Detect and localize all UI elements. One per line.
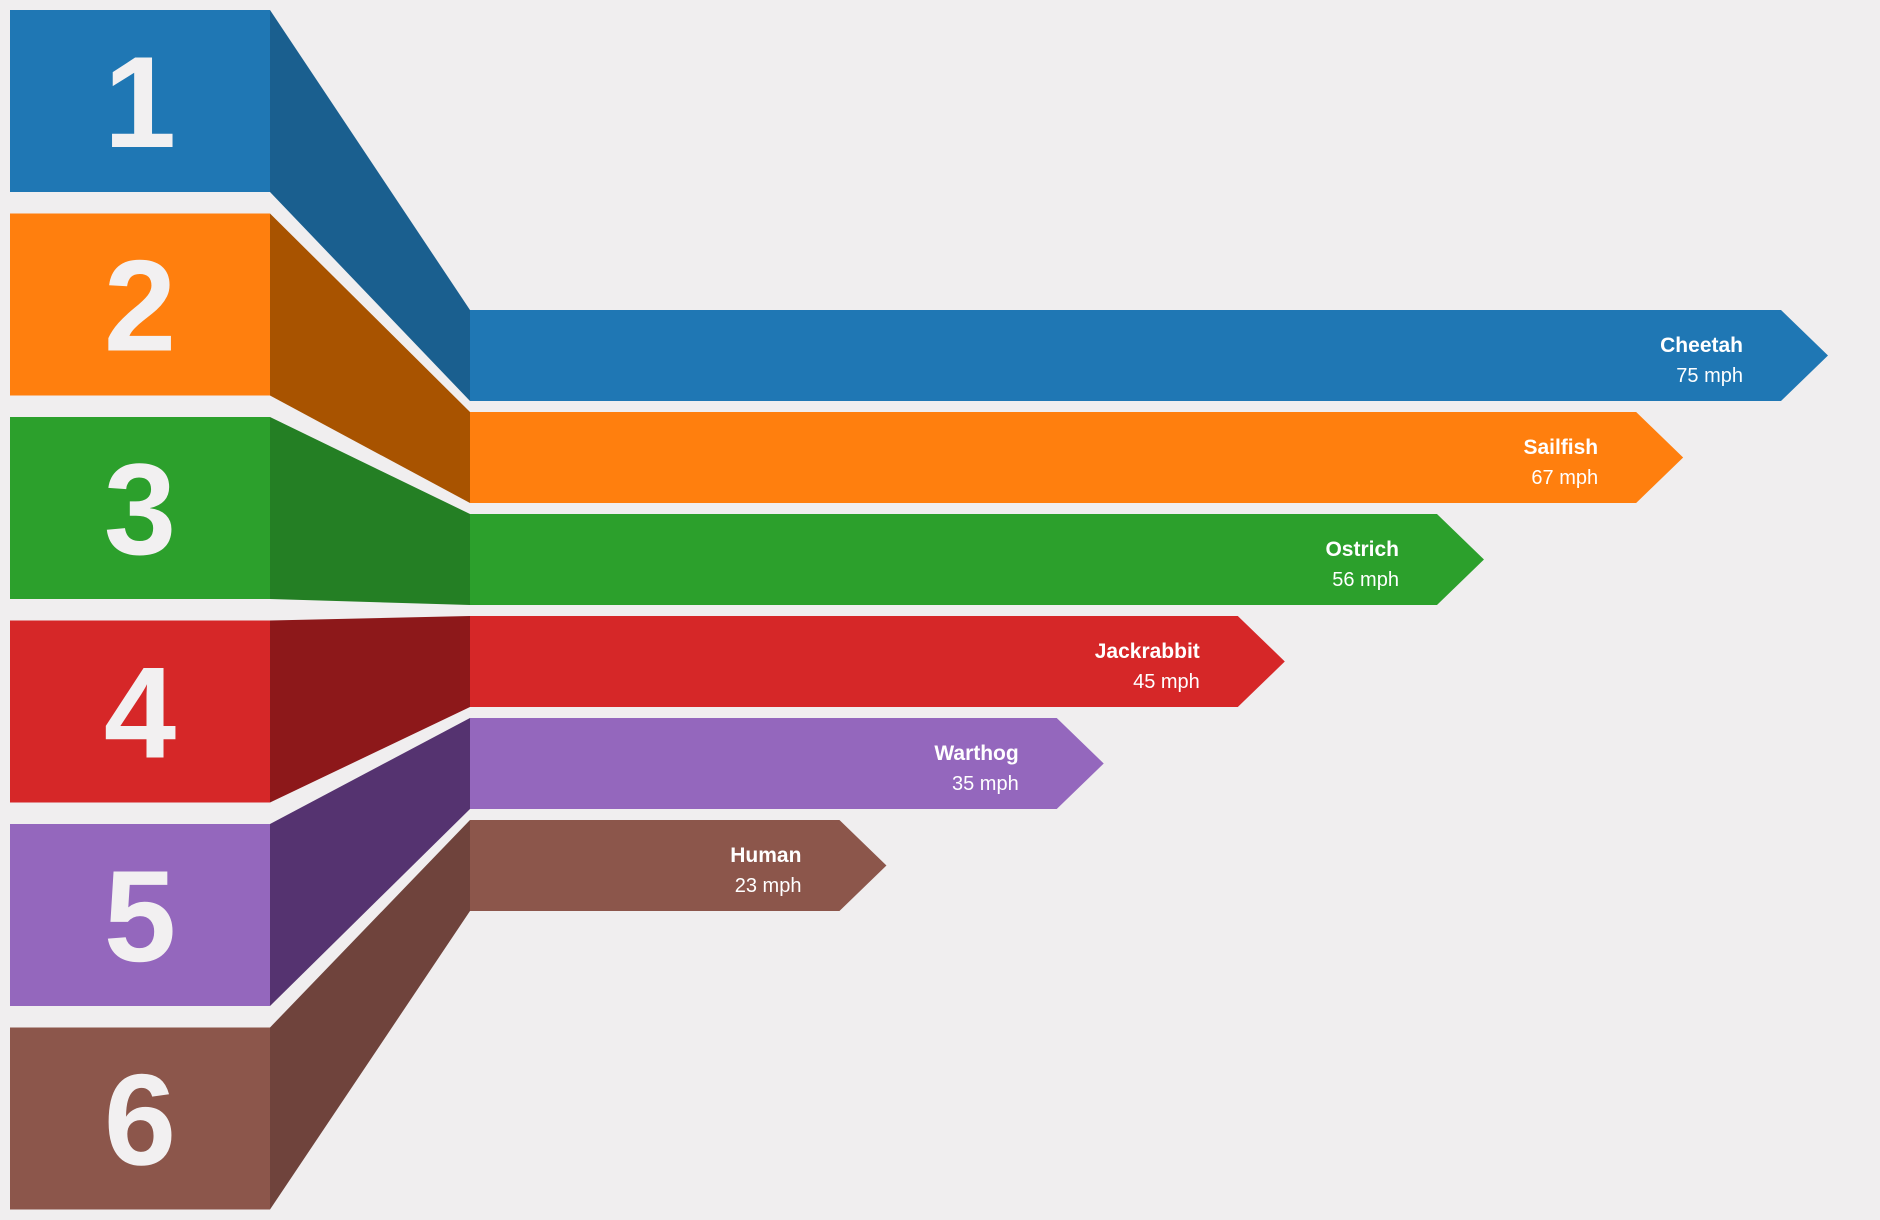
value-label-sailfish: 67 mph <box>1531 467 1598 489</box>
value-label-jackrabbit: 45 mph <box>1133 671 1200 693</box>
connector-sailfish <box>270 213 470 503</box>
connector-jackrabbit <box>270 616 470 803</box>
rank-number-1: 1 <box>104 29 176 175</box>
bar-jackrabbit <box>470 616 1285 707</box>
value-label-warthog: 35 mph <box>952 773 1019 795</box>
rank-block-6 <box>10 1027 270 1210</box>
connector-cheetah <box>270 10 470 401</box>
connector-ostrich <box>270 417 470 605</box>
connector-warthog <box>270 718 470 1006</box>
connector-layer <box>270 10 470 1210</box>
value-label-human: 23 mph <box>735 875 802 897</box>
bar-label-ostrich: Ostrich <box>1325 538 1399 561</box>
bar-human <box>470 820 887 911</box>
rank-number-5: 5 <box>104 843 176 989</box>
rank-block-1 <box>10 10 270 192</box>
rank-block-3 <box>10 417 270 599</box>
bar-cheetah <box>470 310 1828 401</box>
bar-label-human: Human <box>730 844 801 867</box>
bar-label-cheetah: Cheetah <box>1660 334 1743 357</box>
bar-label-warthog: Warthog <box>934 742 1018 765</box>
rank-number-2: 2 <box>104 233 176 379</box>
bar-warthog <box>470 718 1104 809</box>
bar-label-sailfish: Sailfish <box>1523 436 1598 459</box>
value-label-cheetah: 75 mph <box>1676 365 1743 387</box>
bar-ostrich <box>470 514 1484 605</box>
rank-block-2 <box>10 213 270 396</box>
rank-block-layer: 1 2 3 4 5 6 <box>10 10 270 1210</box>
rank-number-6: 6 <box>104 1047 176 1193</box>
rank-block-4 <box>10 620 270 803</box>
rank-number-4: 4 <box>104 640 176 786</box>
bar-label-jackrabbit: Jackrabbit <box>1095 640 1200 663</box>
value-label-ostrich: 56 mph <box>1332 569 1399 591</box>
connector-human <box>270 820 470 1210</box>
rank-number-3: 3 <box>104 436 176 582</box>
rank-block-5 <box>10 824 270 1006</box>
bar-sailfish <box>470 412 1684 503</box>
bar-layer: Cheetah 75 mph Sailfish 67 mph Ostrich 56 mph… <box>470 310 1828 911</box>
